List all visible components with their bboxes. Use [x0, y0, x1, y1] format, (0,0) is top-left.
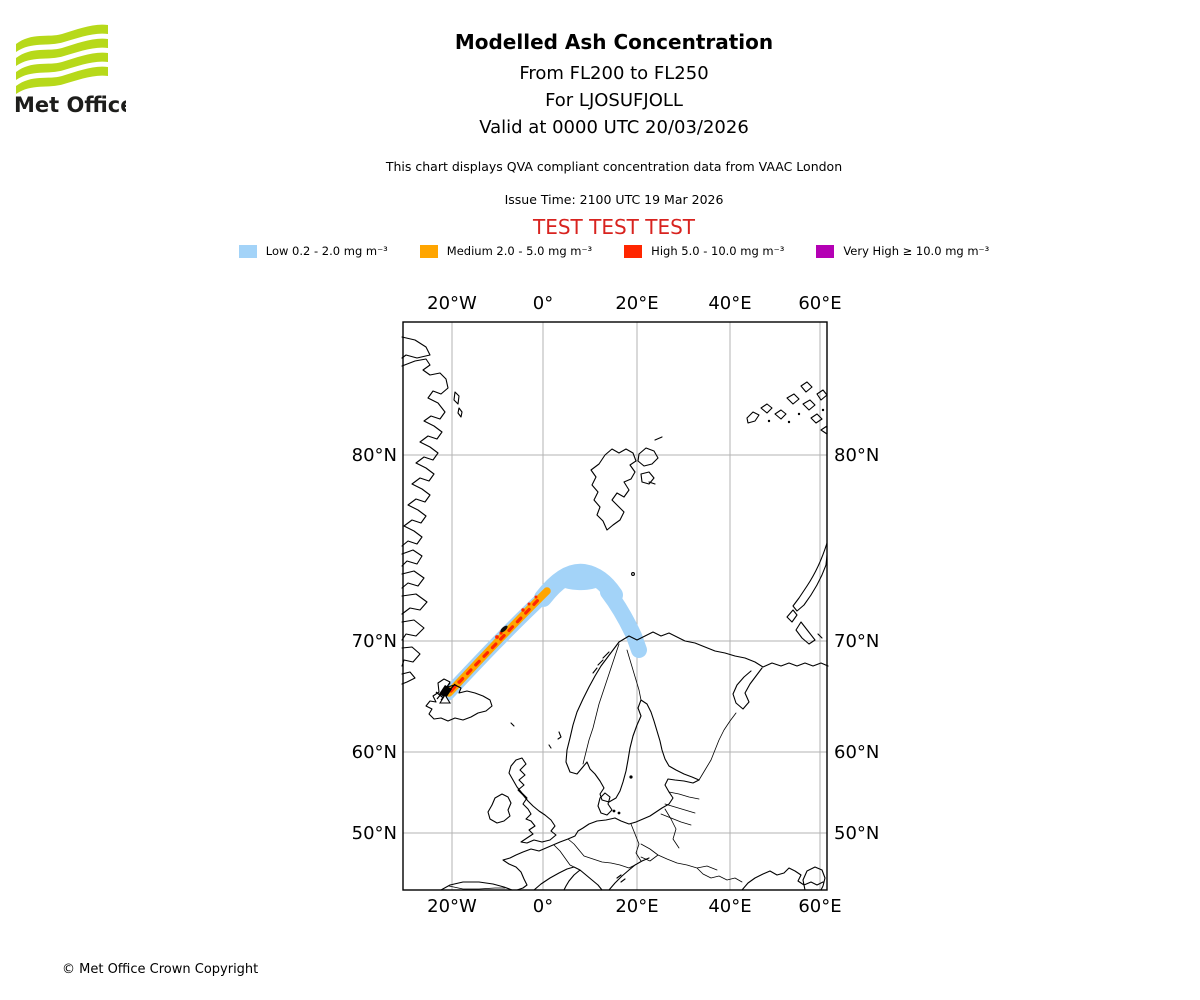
legend-label-medium: Medium 2.0 - 5.0 mg m⁻³: [446, 244, 593, 258]
coast-greenland-islands: [453, 391, 463, 418]
ash-plume: [441, 563, 647, 701]
lat-tick: 80°N: [834, 445, 879, 466]
lon-ticks-bottom: 20°W 0° 20°E 40°E 60°E: [427, 896, 841, 917]
subtitle-valid-time: Valid at 0000 UTC 20/03/2026: [479, 117, 749, 138]
lat-ticks-left: 80°N 70°N 60°N 50°N: [352, 445, 397, 844]
lon-tick: 0°: [533, 293, 553, 314]
lat-tick: 60°N: [834, 742, 879, 763]
legend-item-low: Low 0.2 - 2.0 mg m⁻³: [238, 244, 388, 258]
plume-low-tail: [600, 584, 647, 658]
lat-tick: 50°N: [834, 823, 879, 844]
legend-item-very-high: Very High ≥ 10.0 mg m⁻³: [816, 244, 989, 258]
coast-franz-josef-land: [746, 381, 828, 435]
coast-iceland: [425, 678, 493, 722]
lon-tick: 20°E: [615, 293, 658, 314]
lat-tick: 70°N: [352, 631, 397, 652]
legend-item-medium: Medium 2.0 - 5.0 mg m⁻³: [419, 244, 593, 258]
logo-wave-1: [16, 24, 108, 52]
lon-tick: 20°W: [427, 896, 477, 917]
logo-wave-2: [16, 38, 108, 66]
lon-tick: 60°E: [798, 293, 841, 314]
bear-island: [631, 572, 635, 576]
lon-tick: 40°E: [708, 896, 751, 917]
lat-tick: 50°N: [352, 823, 397, 844]
copyright: © Met Office Crown Copyright: [62, 962, 259, 977]
legend-swatch-low: [238, 244, 257, 258]
map-frame: [402, 321, 828, 891]
lat-ticks-right: 80°N 70°N 60°N 50°N: [834, 445, 879, 844]
page-title: Modelled Ash Concentration: [454, 30, 774, 54]
met-office-logo-graphic: Met Office: [14, 24, 134, 117]
lon-tick: 40°E: [708, 293, 751, 314]
map-svg: 20°W 0° 20°E 40°E 60°E 20°W 0° 20°E 40°E…: [352, 293, 880, 917]
legend-label-high: High 5.0 - 10.0 mg m⁻³: [651, 244, 785, 258]
lon-tick: 20°W: [427, 293, 477, 314]
legend: Low 0.2 - 2.0 mg m⁻³ Medium 2.0 - 5.0 mg…: [28, 244, 1200, 258]
lat-tick: 60°N: [352, 742, 397, 763]
plume-dark-patch: [500, 625, 508, 633]
logo-text: Met Office: [14, 93, 126, 116]
legend-item-high: High 5.0 - 10.0 mg m⁻³: [624, 244, 784, 258]
legend-label-very-high: Very High ≥ 10.0 mg m⁻³: [843, 244, 990, 258]
legend-swatch-high: [624, 244, 643, 258]
coast-small-north-isles: [510, 722, 562, 749]
graticule-parallels: [403, 454, 827, 834]
volcano-source-marker: [435, 682, 456, 704]
map: 20°W 0° 20°E 40°E 60°E 20°W 0° 20°E 40°E…: [340, 285, 900, 939]
coast-greenland: [401, 336, 449, 685]
denmark-islands: [612, 775, 633, 815]
lon-tick: 0°: [533, 896, 553, 917]
qva-note: This chart displays QVA compliant concen…: [385, 159, 843, 174]
logo-wave-4: [16, 66, 108, 94]
graticule-meridians: [451, 322, 821, 890]
met-office-logo: Met Office: [14, 22, 134, 120]
coast-ireland: [487, 793, 512, 824]
coast-denmark: [597, 792, 613, 816]
source-marker-blob: [439, 685, 452, 698]
franz-josef-islets: [767, 408, 825, 424]
source-marker-triangle: [439, 693, 451, 704]
plume-low-peak: [552, 569, 604, 591]
coast-uk: [508, 757, 557, 844]
lat-tick: 80°N: [352, 445, 397, 466]
lat-tick: 70°N: [834, 631, 879, 652]
lon-tick: 60°E: [798, 896, 841, 917]
lon-tick: 20°E: [615, 896, 658, 917]
subtitle-volcano: For LJOSUFJOLL: [545, 90, 683, 111]
coast-svalbard: [590, 436, 663, 531]
plume-high-speckles: [449, 597, 541, 693]
legend-swatch-very-high: [816, 244, 835, 258]
plume-high-patches: [453, 595, 538, 688]
legend-swatch-medium: [419, 244, 438, 258]
coast-scandinavia: [565, 631, 829, 825]
logo-wave-3: [16, 52, 108, 80]
lon-ticks-top: 20°W 0° 20°E 40°E 60°E: [427, 293, 841, 314]
coast-novaya-zemlya: [786, 542, 828, 645]
legend-label-low: Low 0.2 - 2.0 mg m⁻³: [265, 244, 388, 258]
country-borders: [448, 643, 743, 890]
subtitle-flight-levels: From FL200 to FL250: [519, 63, 709, 84]
test-banner: TEST TEST TEST: [532, 215, 695, 239]
logo-waves: [16, 24, 108, 94]
issue-time: Issue Time: 2100 UTC 19 Mar 2026: [504, 192, 724, 207]
